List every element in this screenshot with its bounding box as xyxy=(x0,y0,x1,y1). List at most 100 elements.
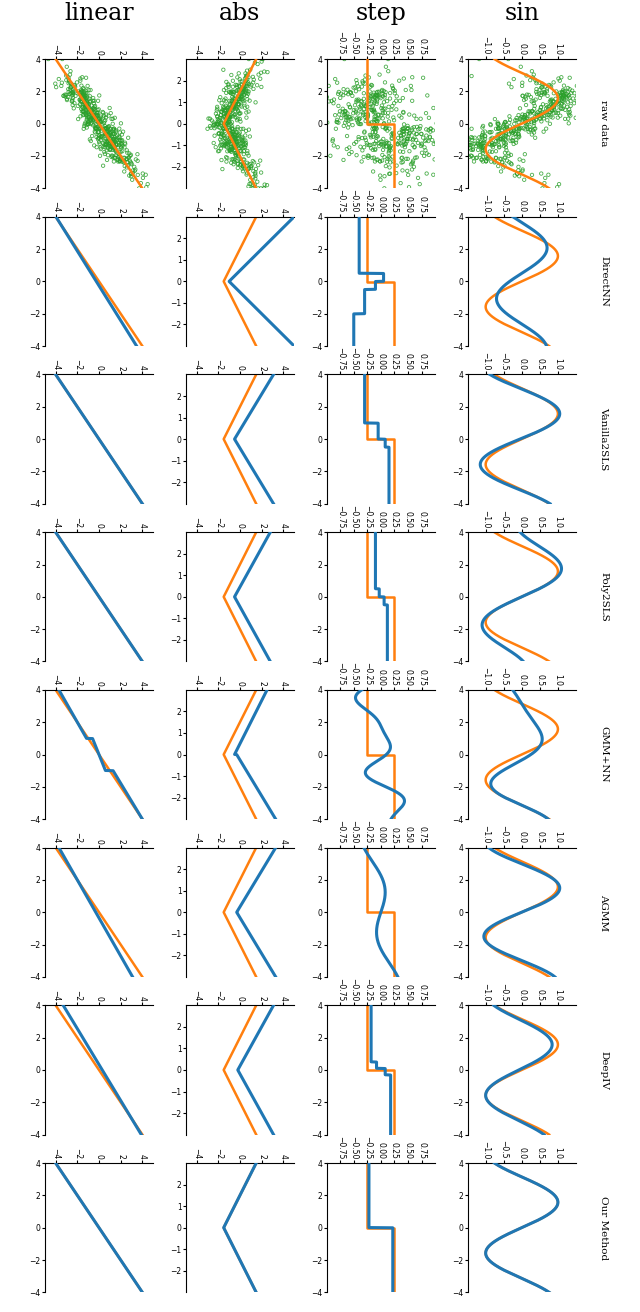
Point xyxy=(115,122,125,143)
Point xyxy=(68,83,78,104)
Point xyxy=(236,112,246,133)
Point xyxy=(544,75,554,96)
Point xyxy=(491,147,501,168)
Point xyxy=(250,52,260,73)
Point xyxy=(130,160,140,181)
Point xyxy=(376,81,387,102)
Point xyxy=(368,161,378,182)
Point xyxy=(215,117,225,138)
Point xyxy=(234,92,244,113)
Point xyxy=(63,79,74,100)
Point xyxy=(227,118,237,139)
Point xyxy=(419,146,429,167)
Point xyxy=(517,72,527,93)
Point xyxy=(244,49,254,70)
Point xyxy=(223,73,233,94)
Point xyxy=(545,102,556,123)
Point xyxy=(103,118,113,139)
Point xyxy=(233,88,243,109)
Point xyxy=(367,115,378,136)
Point xyxy=(250,165,260,186)
Point xyxy=(122,152,132,173)
Point xyxy=(363,146,373,167)
Point xyxy=(307,109,317,130)
Point xyxy=(252,75,262,96)
Point xyxy=(359,94,369,115)
Point xyxy=(237,89,247,110)
Point xyxy=(399,125,409,146)
Point xyxy=(349,134,359,155)
Point xyxy=(381,56,391,77)
Point xyxy=(525,117,535,138)
Point xyxy=(515,108,525,129)
Point xyxy=(93,108,104,129)
Point xyxy=(563,92,573,113)
Point xyxy=(350,94,360,115)
Point xyxy=(230,127,240,148)
Point xyxy=(523,104,533,125)
Point xyxy=(477,125,487,146)
Point xyxy=(100,123,111,144)
Point xyxy=(98,102,108,123)
Point xyxy=(227,96,237,117)
Point xyxy=(345,97,355,118)
Point xyxy=(235,155,245,176)
Point xyxy=(333,113,344,134)
Point xyxy=(235,109,245,130)
Point xyxy=(221,71,232,92)
Point xyxy=(225,102,235,123)
Point xyxy=(227,123,237,144)
Point xyxy=(392,155,402,176)
Point xyxy=(356,96,366,117)
Point xyxy=(209,114,220,135)
Point xyxy=(239,85,249,106)
Point xyxy=(234,87,244,108)
Point xyxy=(537,101,547,122)
Point xyxy=(382,121,392,142)
Point xyxy=(87,100,97,121)
Point xyxy=(514,118,524,139)
Point xyxy=(223,131,233,152)
Point xyxy=(387,129,397,150)
Point xyxy=(216,131,227,152)
Point xyxy=(86,100,96,121)
Point xyxy=(506,121,516,142)
Point xyxy=(467,118,477,139)
Point xyxy=(106,139,116,160)
Point xyxy=(592,85,602,106)
Point xyxy=(493,129,503,150)
Point xyxy=(89,91,99,112)
Point xyxy=(109,134,119,155)
Point xyxy=(362,133,372,154)
Point xyxy=(539,105,549,126)
Point xyxy=(237,129,247,150)
Point xyxy=(557,84,568,105)
Point xyxy=(346,109,356,130)
Point xyxy=(217,122,227,143)
Point xyxy=(79,101,89,122)
Point xyxy=(516,106,527,127)
Point xyxy=(236,85,246,106)
Point xyxy=(253,178,263,199)
Point xyxy=(219,80,229,101)
Point xyxy=(237,133,247,154)
Point xyxy=(230,125,240,146)
Point xyxy=(360,66,371,87)
Point xyxy=(255,68,266,89)
Point xyxy=(85,110,95,131)
Point xyxy=(517,104,527,125)
Point xyxy=(407,154,417,174)
Point xyxy=(83,102,93,123)
Point xyxy=(228,98,239,119)
Point xyxy=(388,123,398,144)
Point xyxy=(342,139,352,160)
Point xyxy=(91,118,101,139)
Point xyxy=(519,106,529,127)
Point xyxy=(124,143,134,164)
Point xyxy=(234,131,244,152)
Point xyxy=(399,134,410,155)
Point xyxy=(82,109,92,130)
Point xyxy=(228,104,239,125)
Point xyxy=(351,144,362,165)
Point xyxy=(100,118,110,139)
